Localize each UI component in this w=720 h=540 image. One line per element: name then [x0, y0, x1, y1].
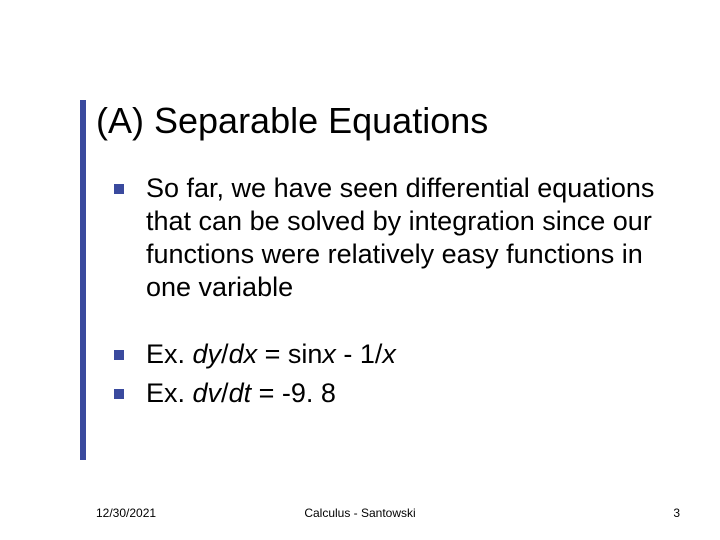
slide-content: So far, we have seen differential equati… [114, 172, 674, 416]
square-bullet-icon [114, 350, 124, 360]
slide-footer: 12/30/2021 Calculus - Santowski 3 [0, 506, 720, 522]
square-bullet-icon [114, 389, 124, 399]
bullet-text: Ex. dy/dx = sinx - 1/x [146, 338, 396, 371]
bullet-item: Ex. dy/dx = sinx - 1/x [114, 338, 674, 371]
bullet-text: So far, we have seen differential equati… [146, 172, 674, 304]
footer-page: 3 [673, 506, 680, 520]
bullet-text: Ex. dv/dt = -9. 8 [146, 377, 336, 410]
bullet-item: Ex. dv/dt = -9. 8 [114, 377, 674, 410]
bullet-item: So far, we have seen differential equati… [114, 172, 674, 304]
accent-bar [80, 100, 86, 460]
square-bullet-icon [114, 184, 124, 194]
slide-title: (A) Separable Equations [96, 100, 488, 142]
footer-center: Calculus - Santowski [0, 506, 720, 520]
